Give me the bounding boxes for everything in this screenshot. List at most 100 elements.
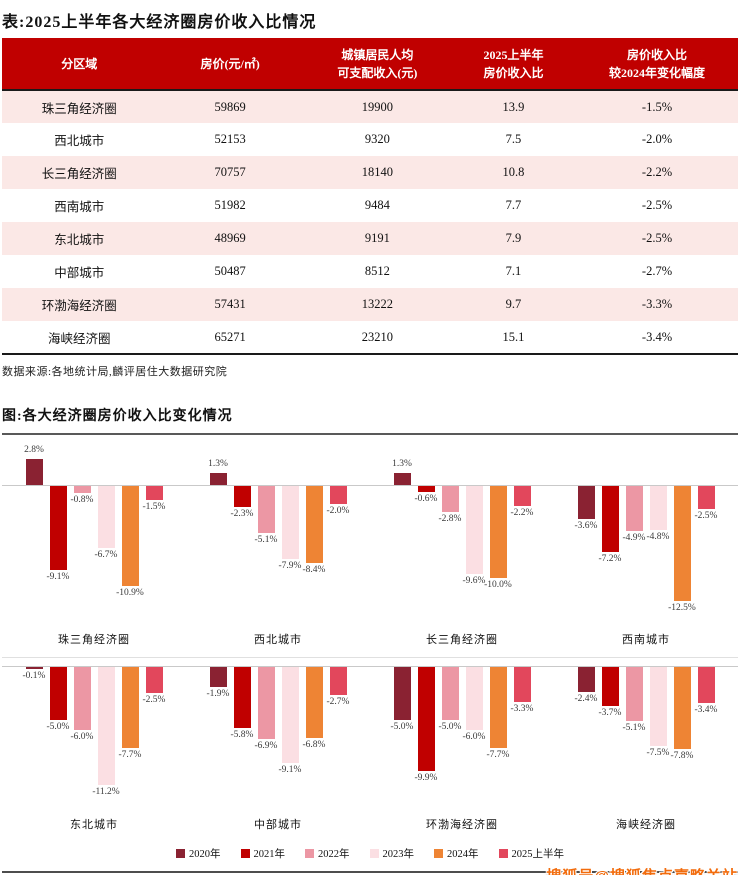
legend-label: 2024年: [447, 849, 479, 860]
table-cell: 15.1: [450, 321, 577, 355]
table-source: 数据来源:各地统计局,麟评居住大数据研究院: [2, 366, 228, 378]
table-cell: 中部城市: [54, 266, 105, 280]
value-label: -7.9%: [278, 560, 302, 571]
subplot-珠三角经济圈: 2.8% -9.1% -0.8% -6.7% -10.9% -1.5% 珠三角经济圈: [2, 435, 186, 658]
bar-2025上半年: [513, 667, 531, 702]
legend-label: 2023年: [382, 849, 415, 860]
zero-axis-line: [370, 666, 554, 667]
zero-axis-line: [554, 485, 738, 486]
table-cell: 52153: [214, 132, 246, 146]
value-label: -2.7%: [326, 697, 350, 708]
bar-2021年: [49, 667, 67, 720]
value-label: -7.7%: [486, 749, 510, 760]
bar-2024年: [121, 486, 139, 587]
value-label: -3.3%: [510, 703, 534, 714]
zero-axis-line: [554, 666, 738, 667]
table-cell: -2.5%: [641, 198, 673, 212]
table-row: 环渤海经济圈 57431 13222 9.7 -3.3%: [2, 288, 738, 321]
value-label: -5.0%: [390, 721, 414, 732]
bar-2020年: [209, 473, 227, 485]
value-label: -2.8%: [438, 513, 462, 524]
bar-2022年: [441, 486, 459, 512]
value-label: -10.0%: [484, 580, 512, 590]
table-cell: 10.8: [502, 165, 525, 179]
table-cell: 9.7: [505, 297, 522, 311]
bar-2022年: [73, 667, 91, 730]
bar-2024年: [121, 667, 139, 748]
table-cell: 西北城市: [54, 134, 105, 148]
table-cell: -2.7%: [641, 264, 673, 278]
value-label: -5.1%: [254, 534, 278, 545]
subplot-长三角经济圈: 1.3% -0.6% -2.8% -9.6% -10.0% -2.2% 长三角经济圈: [370, 435, 554, 658]
bar-2025上半年: [697, 667, 715, 703]
legend-item-2023年: 2023年: [369, 846, 415, 861]
value-label: -4.9%: [622, 533, 646, 544]
bar-2022年: [625, 667, 643, 721]
bar-2020年: [209, 667, 227, 687]
table-row: 长三角经济圈 70757 18140 10.8 -2.2%: [2, 156, 738, 189]
value-label: -7.5%: [646, 747, 670, 758]
column-header-1: 房价(元/㎡): [156, 38, 304, 91]
category-label: 中部城市: [254, 819, 302, 831]
zero-axis-line: [370, 485, 554, 486]
bar-2023年: [97, 486, 115, 548]
value-label: -2.5%: [694, 511, 718, 521]
bar-2020年: [25, 667, 43, 669]
table-cell: 65271: [156, 321, 304, 355]
bar-2021年: [601, 667, 619, 706]
bar-2020年: [577, 486, 595, 520]
bar-2024年: [489, 486, 507, 578]
value-label: -5.0%: [438, 721, 462, 732]
value-label: -2.2%: [510, 508, 534, 519]
bar-2023年: [465, 667, 483, 730]
subplot-西北城市: 1.3% -2.3% -5.1% -7.9% -8.4% -2.0% 西北城市: [186, 435, 370, 658]
subplot-海峡经济圈: -2.4% -3.7% -5.1% -7.5% -7.8% -3.4% 海峡经济圈: [554, 658, 738, 842]
bar-2020年: [577, 667, 595, 693]
value-label: -2.4%: [574, 694, 598, 705]
bar-2023年: [281, 486, 299, 559]
value-label: -10.9%: [116, 588, 144, 599]
table-row: 东北城市 48969 9191 7.9 -2.5%: [2, 222, 738, 255]
value-label: -9.9%: [414, 772, 438, 783]
table-cell: 9320: [364, 132, 390, 146]
bar-2025上半年: [513, 486, 531, 507]
legend-item-2022年: 2022年: [305, 846, 350, 861]
value-label: 1.3%: [208, 459, 228, 470]
category-label: 东北城市: [70, 819, 118, 831]
legend-item-2021年: 2021年: [240, 846, 286, 861]
table-cell: 57431: [214, 297, 246, 311]
legend-item-2025上半年: 2025上半年: [498, 846, 564, 861]
legend-swatch-icon: [369, 849, 379, 858]
bar-2024年: [305, 486, 323, 564]
bar-2024年: [673, 486, 691, 601]
value-label: -2.5%: [142, 695, 166, 706]
value-label: -9.6%: [462, 576, 486, 587]
table-title: 表:2025上半年各大经济圈房价收入比情况: [2, 14, 317, 31]
category-label: 西南城市: [622, 634, 670, 646]
table-cell: 59869: [214, 99, 246, 114]
legend-swatch-icon: [305, 849, 314, 858]
column-header-2: 城镇居民人均 可支配收入(元): [303, 38, 451, 91]
value-label: -7.7%: [118, 749, 142, 760]
bar-2021年: [417, 486, 435, 492]
chart-legend: 2020年 2021年 2022年 2023年 2024年 2025上半年: [2, 842, 738, 871]
value-label: -5.1%: [622, 722, 646, 733]
table-cell: 长三角经济圈: [41, 167, 117, 181]
value-label: -0.8%: [70, 495, 94, 506]
subplot-环渤海经济圈: -5.0% -9.9% -5.0% -6.0% -7.7% -3.3% 环渤海经济圈: [370, 658, 554, 842]
bar-2023年: [465, 486, 483, 575]
bar-2021年: [233, 486, 251, 508]
table-cell: 7.5: [505, 132, 522, 146]
bar-2023年: [649, 667, 667, 746]
zero-axis-line: [2, 485, 186, 486]
table-cell: 48969: [214, 231, 246, 245]
figure-title: 图:各大经济圈房价收入比变化情况: [2, 409, 233, 424]
value-label: -6.9%: [254, 741, 278, 752]
subplot-东北城市: -0.1% -5.0% -6.0% -11.2% -7.7% -2.5% 东北城市: [2, 658, 186, 842]
category-label: 环渤海经济圈: [426, 819, 498, 831]
category-label: 珠三角经济圈: [58, 634, 130, 646]
table-cell: 7.7: [505, 198, 522, 212]
zero-axis-line: [186, 485, 370, 486]
legend-label: 2021年: [253, 849, 286, 860]
legend-swatch-icon: [434, 849, 443, 858]
